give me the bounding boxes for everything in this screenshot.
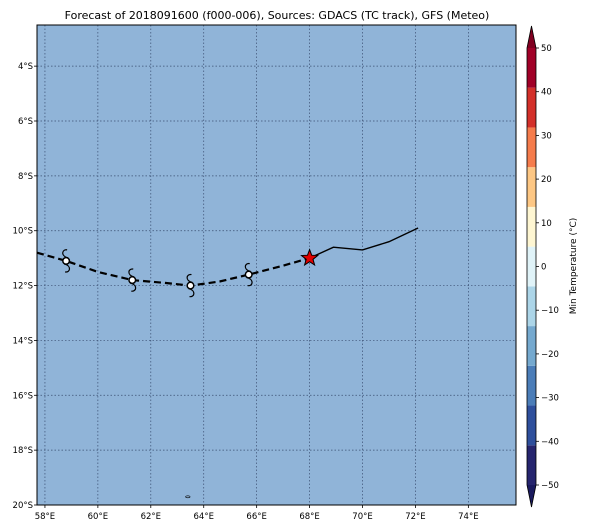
colorbar-segments [526,25,537,508]
colorbar-segment [527,326,536,366]
colorbar-ticks: 50 40 30 20 10 0 −10 −20 −30 −40 −50 [536,44,559,491]
x-tick-label: 58°E [35,512,55,522]
tropical-storm-icon [186,273,195,298]
y-tick-label: 20°S [13,501,33,511]
past-track-line [309,227,419,259]
y-tick-label: 16°S [13,391,33,401]
colorbar-segment [527,286,536,327]
latitude-ticks: 4°S 6°S 8°S 10°S 12°S 14°S 16°S 18°S 20°S [13,62,37,511]
colorbar-segment [527,206,536,247]
colorbar-segment [527,445,536,485]
colorbar-segment [527,365,536,406]
colorbar: 50 40 30 20 10 0 −10 −20 −30 −40 −50 Min Temperatu… [526,25,579,508]
map-area [36,24,517,506]
y-tick-label: 6°S [18,117,33,127]
colorbar-tick-label: 50 [541,44,552,54]
tropical-storm-icon [244,262,253,287]
y-tick-label: 14°S [13,336,33,346]
tropical-storm-icon [62,249,71,273]
longitude-ticks: 58°E 60°E 62°E 64°E 66°E 68°E 70°E 72°E 74°E [35,505,479,522]
colorbar-tick-label: 30 [541,131,552,141]
tropical-storm-icon [128,268,137,292]
ocean-background [37,25,516,505]
colorbar-segment [527,48,536,88]
colorbar-tick-label: −40 [541,437,559,447]
y-tick-label: 10°S [13,227,33,237]
colorbar-tick-label: 20 [541,175,552,185]
colorbar-tick-label: −30 [541,394,559,404]
colorbar-extend-max [527,26,536,48]
island-outline [185,495,191,499]
islands [185,495,191,499]
colorbar-tick-label: −10 [541,306,559,316]
x-tick-label: 72°E [405,512,425,522]
y-tick-label: 4°S [18,62,33,72]
map-frame [36,24,517,506]
colorbar-segment [527,127,536,168]
colorbar-extend-min [527,485,536,507]
colorbar-segment [527,167,536,207]
x-tick-label: 62°E [141,512,161,522]
current-position-star-icon [300,248,320,267]
colorbar-segment [527,405,536,446]
y-tick-label: 18°S [13,446,33,456]
y-tick-label: 12°S [13,282,33,292]
colorbar-tick-label: 40 [541,88,552,98]
storm-symbols [62,249,253,298]
x-tick-label: 64°E [194,512,214,522]
colorbar-tick-label: −20 [541,350,559,360]
x-tick-label: 66°E [246,512,266,522]
x-tick-label: 68°E [299,512,319,522]
x-tick-label: 60°E [88,512,108,522]
x-tick-label: 70°E [352,512,372,522]
colorbar-tick-label: 0 [541,263,546,273]
colorbar-segment [527,87,536,128]
y-tick-label: 8°S [18,172,33,182]
forecast-track-line [36,251,310,287]
colorbar-label: Min Temperature (°C) [569,218,579,315]
colorbar-segment [527,246,536,287]
colorbar-tick-label: 10 [541,219,552,229]
map-title: Forecast of 2018091600 (f000-006), Sourc… [65,9,490,22]
colorbar-tick-label: −50 [541,481,559,491]
x-tick-label: 74°E [458,512,478,522]
